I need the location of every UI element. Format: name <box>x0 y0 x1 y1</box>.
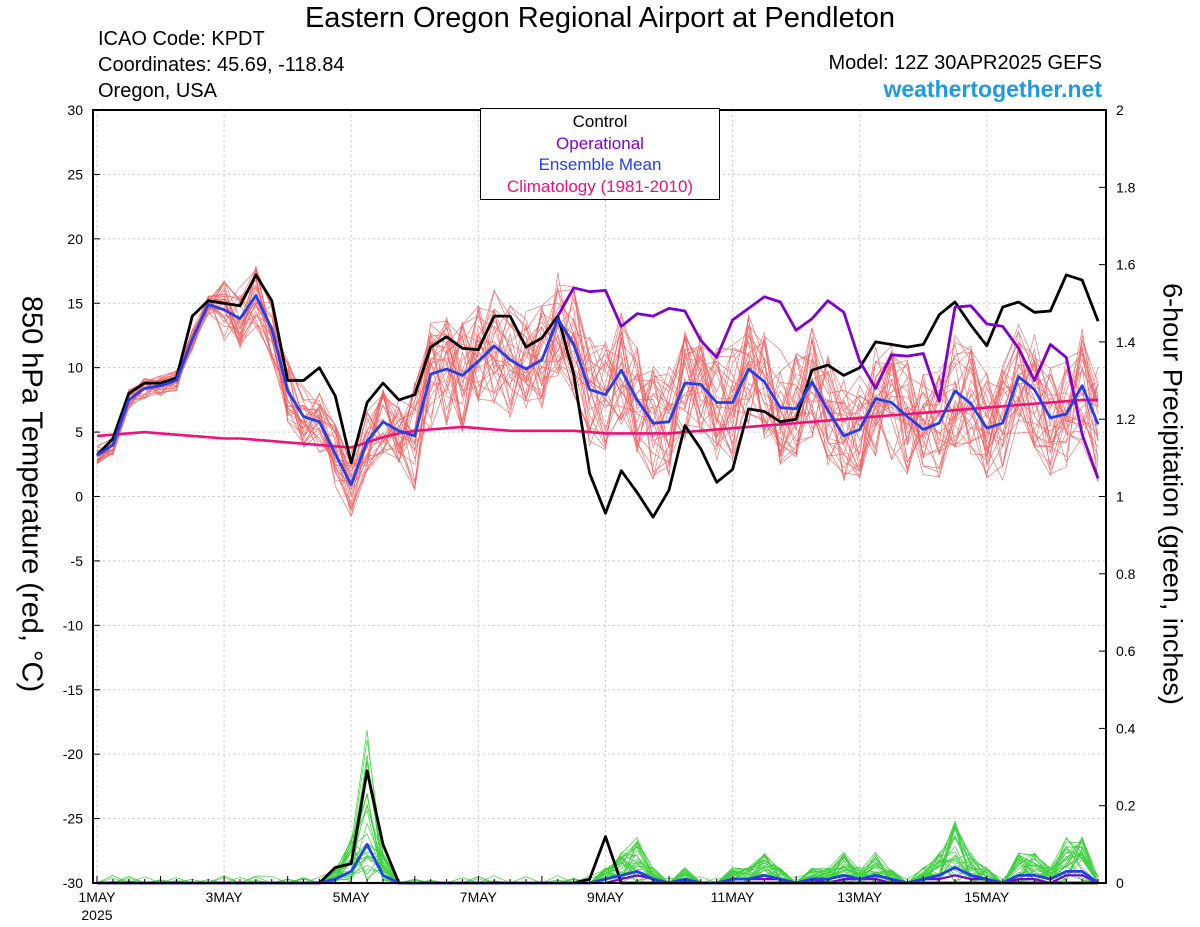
x-tick-label: 5MAY <box>333 889 371 905</box>
precip-member-line <box>96 754 1099 884</box>
y-tick-label-right: 2 <box>1116 102 1124 118</box>
x-tick-label: 13MAY <box>837 889 883 905</box>
climatology-line <box>96 398 1099 449</box>
precip-member-line <box>97 762 1099 884</box>
y-tick-label-left: -15 <box>63 682 83 698</box>
y-tick-label-left: 15 <box>67 295 83 311</box>
y-tick-label-left: -20 <box>63 746 83 762</box>
y-axis-left-label: 850 hPa Temperature (red, °C) <box>15 295 48 693</box>
legend: Control Operational Ensemble Mean Climat… <box>480 108 720 200</box>
y-tick-label-left: 25 <box>67 166 83 182</box>
temp-member-line <box>96 295 1099 485</box>
y-tick-label-right: 1.2 <box>1116 411 1136 427</box>
temp-member-line <box>96 301 1099 486</box>
y-tick-label-left: 10 <box>67 360 83 376</box>
y-tick-label-right: 0.2 <box>1116 798 1136 814</box>
y-tick-label-right: 0.6 <box>1116 643 1136 659</box>
y-tick-label-left: -10 <box>63 617 83 633</box>
x-year-label: 2025 <box>81 907 112 923</box>
y-tick-label-left: -25 <box>63 811 83 827</box>
legend-climatology: Climatology (1981-2010) <box>506 176 694 196</box>
model-run: Model: 12Z 30APR2025 GEFS <box>828 52 1102 74</box>
operational-temp-line <box>556 286 1100 479</box>
y-tick-label-left: -5 <box>71 553 84 569</box>
precip-member-line <box>97 760 1099 884</box>
icao-code: ICAO Code: KPDT <box>98 28 265 50</box>
x-tick-label: 11MAY <box>711 889 755 905</box>
y-tick-label-right: 0.4 <box>1116 720 1136 736</box>
y-tick-label-left: -30 <box>63 875 83 891</box>
temp-member-line <box>96 295 1099 477</box>
site-link[interactable]: weathertogether.net <box>883 76 1102 102</box>
legend-operational: Operational <box>556 133 644 153</box>
coordinates: Coordinates: 45.69, -118.84 <box>98 54 345 76</box>
y-tick-label-left: 20 <box>67 231 83 247</box>
control-temp-line <box>95 273 1100 519</box>
temp-member-line <box>96 287 1099 491</box>
x-tick-label: 15MAY <box>964 889 1010 905</box>
temp-member-line <box>96 282 1099 470</box>
y-tick-label-right: 0 <box>1116 875 1124 891</box>
legend-control: Control <box>572 112 628 131</box>
y-axis-right-label: 6-hour Precipitation (green, inches) <box>1157 283 1188 705</box>
temp-member-line <box>96 298 1099 497</box>
x-tick-label: 7MAY <box>460 889 498 905</box>
temp-member-line <box>96 289 1099 478</box>
y-tick-label-right: 0.8 <box>1116 566 1136 582</box>
temp-member-line <box>96 283 1099 511</box>
y-tick-label-right: 1.4 <box>1116 334 1136 350</box>
legend-mean: Ensemble Mean <box>538 155 662 174</box>
y-tick-label-left: 5 <box>75 424 83 440</box>
y-tick-label-right: 1.8 <box>1116 179 1136 195</box>
y-tick-label-left: 30 <box>67 102 83 118</box>
y-tick-label-right: 1.6 <box>1116 257 1136 273</box>
y-tick-label-left: 0 <box>75 489 83 505</box>
chart-title: Eastern Oregon Regional Airport at Pendl… <box>304 2 896 34</box>
mean-temp-line <box>96 294 1100 487</box>
y-tick-label-right: 1 <box>1116 489 1124 505</box>
x-tick-label: 9MAY <box>587 889 625 905</box>
x-tick-label: 3MAY <box>206 889 244 905</box>
x-tick-label: 1MAY <box>78 889 116 905</box>
location: Oregon, USA <box>98 80 217 102</box>
temp-member-line <box>96 307 1099 518</box>
